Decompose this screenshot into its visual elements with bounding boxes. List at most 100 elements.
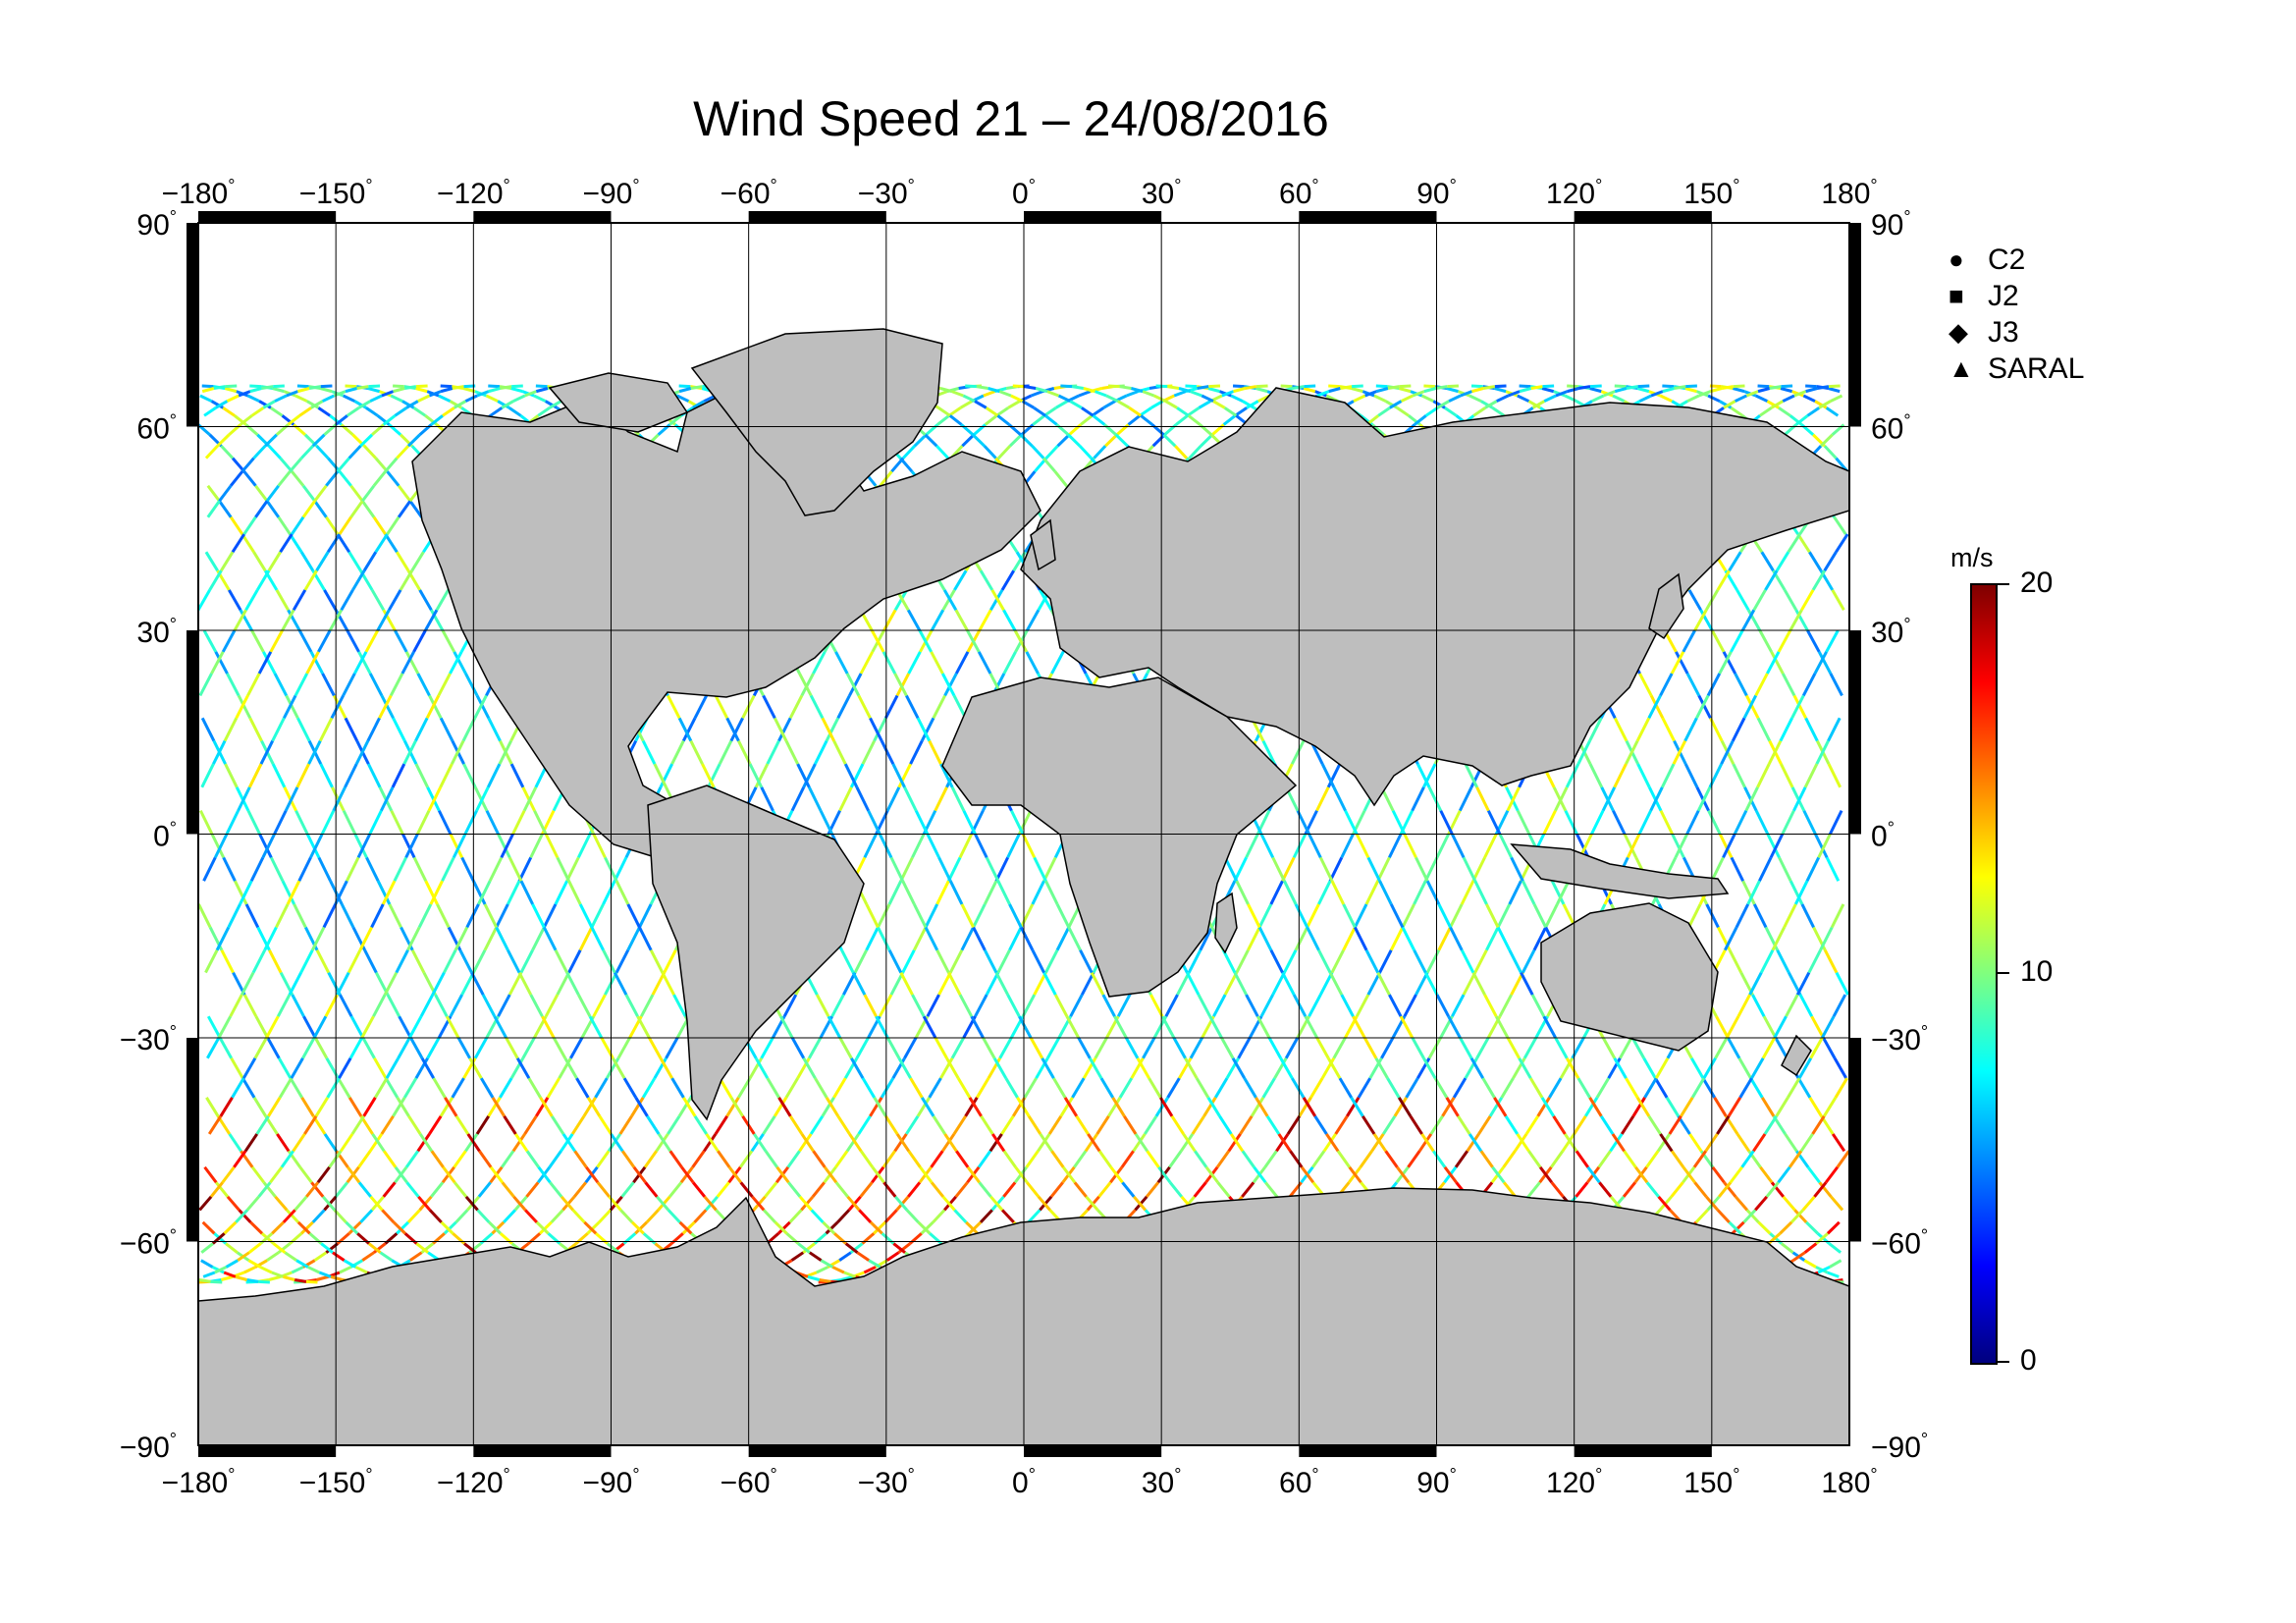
track-segment (565, 971, 580, 996)
track-segment (348, 1037, 364, 1059)
track-segment (1423, 387, 1436, 394)
track-segment (958, 994, 974, 1017)
track-segment (950, 1037, 966, 1059)
track-segment (968, 1097, 983, 1117)
track-segment (849, 763, 865, 788)
track-segment (1696, 786, 1712, 812)
track-segment (247, 1259, 261, 1269)
track-segment (1817, 651, 1833, 675)
track-segment (701, 763, 716, 788)
track-segment (920, 1220, 934, 1235)
track-segment (488, 387, 501, 394)
track-segment (249, 1220, 263, 1235)
track-segment (1540, 1097, 1555, 1117)
track-segment (267, 551, 282, 571)
track-segment (1793, 880, 1809, 905)
track-segment (244, 589, 259, 611)
track-segment (1104, 433, 1118, 448)
track-segment (972, 903, 987, 929)
track-segment (1420, 1133, 1435, 1153)
track-segment (264, 433, 278, 448)
track-segment (1308, 833, 1322, 859)
track-segment (561, 1133, 576, 1153)
track-segment (1233, 856, 1248, 882)
track-segment (974, 400, 988, 409)
track-segment (693, 694, 709, 720)
track-segment (1294, 926, 1309, 951)
track-segment (394, 406, 407, 417)
track-segment (1795, 971, 1811, 996)
track-segment (272, 1242, 287, 1254)
track-segment (212, 739, 227, 765)
track-segment (1634, 1165, 1649, 1184)
track-segment (1250, 1097, 1265, 1117)
track-segment (1027, 1209, 1041, 1223)
track-segment (1233, 971, 1248, 996)
track-segment (1805, 856, 1821, 882)
track-segment (1052, 1077, 1067, 1099)
track-segment (985, 971, 1000, 996)
track-segment (1767, 739, 1783, 765)
track-segment (289, 457, 303, 473)
track-segment (948, 948, 964, 974)
colorbar (1970, 583, 1998, 1365)
track-segment (814, 739, 828, 765)
track-segment (1437, 903, 1452, 929)
track-segment (947, 406, 962, 417)
track-segment (681, 717, 697, 742)
track-segment (390, 394, 403, 403)
track-segment (1500, 1077, 1515, 1099)
track-segment (225, 1242, 239, 1254)
track-segment (247, 1242, 262, 1254)
track-segment (345, 387, 358, 394)
track-segment (1054, 400, 1069, 409)
track-segment (1255, 1097, 1269, 1117)
track-segment (1008, 433, 1023, 448)
track-segment (221, 1165, 236, 1184)
track-segment (445, 1015, 460, 1039)
track-segment (1281, 856, 1296, 882)
track-segment (229, 515, 244, 535)
track-segment (1178, 387, 1191, 394)
track-segment (594, 1077, 609, 1099)
track-segment (845, 1133, 861, 1153)
track-segment (1050, 651, 1065, 675)
track-segment (1014, 1165, 1029, 1184)
track-segment (1787, 533, 1801, 554)
track-segment (382, 414, 397, 426)
track-segment (294, 809, 309, 836)
track-segment (1432, 1150, 1447, 1168)
track-segment (374, 533, 389, 554)
track-segment (301, 1037, 316, 1059)
track-segment (1325, 1133, 1340, 1153)
track-segment (439, 1097, 454, 1117)
track-segment (291, 470, 305, 487)
track-segment (501, 1181, 515, 1198)
track-segment (920, 1097, 935, 1117)
track-segment (1025, 1150, 1040, 1168)
track-segment (239, 880, 253, 905)
track-segment (1101, 994, 1116, 1017)
track-segment (1480, 400, 1494, 409)
track-segment (372, 470, 387, 487)
track-segment (436, 903, 451, 929)
track-segment (1710, 387, 1723, 394)
track-segment (1815, 739, 1830, 765)
track-segment (1411, 1037, 1425, 1059)
track-segment (1670, 1181, 1684, 1198)
track-segment (1151, 433, 1166, 448)
track-segment (691, 1181, 706, 1198)
track-segment (1462, 971, 1477, 996)
track-segment (1294, 903, 1309, 929)
track-segment (1670, 651, 1685, 675)
track-segment (503, 1114, 517, 1135)
track-segment (487, 717, 502, 742)
track-segment (979, 569, 994, 591)
track-segment (535, 1220, 550, 1235)
frame-bar-right (1849, 223, 1861, 427)
lat-tick-label-left: −90° (120, 1430, 177, 1464)
track-segment (1694, 1209, 1709, 1223)
track-segment (1352, 1015, 1366, 1039)
track-segment (449, 994, 463, 1017)
track-segment (1781, 809, 1795, 836)
